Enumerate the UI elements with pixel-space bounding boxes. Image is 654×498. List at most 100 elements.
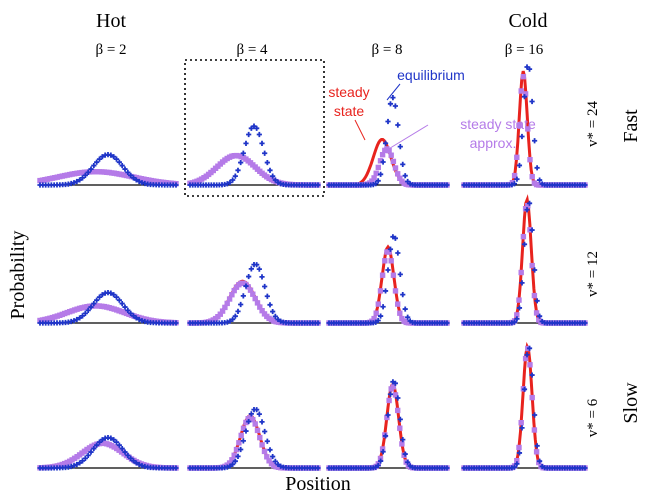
equilibrium-point	[385, 118, 391, 125]
equilibrium-point	[230, 461, 236, 467]
approx-point	[529, 262, 535, 269]
equilibrium-point	[529, 227, 535, 233]
approx-point	[226, 296, 233, 302]
equilibrium-point	[240, 438, 246, 444]
velocity-label-row1: v* = 12	[585, 251, 601, 297]
equilibrium-point	[232, 458, 238, 464]
equilibrium-point	[259, 419, 265, 425]
equilibrium-point	[397, 416, 403, 422]
equilibrium-point	[108, 152, 114, 158]
approx-label-line2: approx.	[470, 135, 517, 151]
approx-point	[395, 301, 401, 307]
equilibrium-point	[405, 459, 411, 465]
approx-point	[229, 457, 235, 463]
equilibrium-point	[444, 465, 450, 471]
equilibrium-point	[521, 386, 528, 392]
equilibrium-label: equilibrium	[397, 67, 465, 83]
approx-point	[247, 287, 254, 293]
equilibrium-point	[82, 172, 88, 178]
equilibrium-point	[262, 428, 268, 435]
steady-state-line	[464, 194, 585, 325]
equilibrium-point	[390, 95, 396, 101]
equilibrium-point	[514, 176, 520, 182]
equilibrium-point	[125, 452, 131, 458]
equilibrium-point	[516, 305, 523, 311]
equilibrium-point	[88, 449, 94, 455]
approx-point	[226, 460, 233, 466]
approx-point	[514, 154, 520, 160]
approx-point	[520, 233, 527, 240]
equilibrium-point	[111, 437, 117, 443]
equilibrium-point	[259, 274, 265, 280]
equilibrium-point	[516, 162, 523, 169]
equilibrium-point	[136, 178, 142, 185]
equilibrium-point	[270, 453, 276, 460]
equilibrium-point	[516, 450, 523, 456]
approx-point	[518, 88, 524, 94]
equilibrium-pointer	[386, 83, 401, 101]
equilibrium-point	[272, 313, 278, 319]
approx-point	[533, 449, 540, 455]
equilibrium-point	[521, 241, 528, 247]
approx-point	[395, 171, 401, 177]
approx-point	[514, 458, 520, 464]
equilibrium-point	[387, 391, 394, 397]
equilibrium-point	[116, 442, 122, 448]
panel-r0-c2	[326, 95, 450, 188]
approx-point	[516, 297, 522, 303]
equilibrium-point	[128, 455, 134, 461]
approx-point	[392, 165, 399, 171]
approx-point	[390, 384, 397, 390]
approx-point	[525, 203, 531, 209]
panel-r1-c1	[187, 262, 321, 326]
equilibrium-point	[382, 140, 389, 146]
equilibrium-point	[275, 316, 281, 323]
equilibrium-point	[113, 439, 120, 445]
approx-point	[527, 362, 533, 368]
cold-label: Cold	[509, 10, 548, 32]
x-axis-title: Position	[285, 473, 351, 495]
equilibrium-point	[240, 150, 246, 156]
equilibrium-point	[375, 178, 381, 184]
equilibrium-point	[267, 447, 273, 453]
approx-point	[254, 427, 261, 434]
equilibrium-point	[133, 315, 139, 321]
approx-point	[254, 300, 261, 306]
approx-point	[382, 258, 388, 264]
equilibrium-point	[96, 439, 103, 445]
equilibrium-point	[85, 452, 91, 458]
equilibrium-point	[378, 171, 384, 177]
equilibrium-point	[85, 169, 91, 175]
equilibrium-point	[397, 271, 403, 277]
equilibrium-point	[243, 140, 249, 146]
equilibrium-point	[91, 300, 97, 307]
approx-point	[257, 304, 263, 310]
approx-point	[514, 312, 520, 318]
equilibrium-point	[99, 437, 105, 443]
panel-r0-c3	[461, 64, 588, 188]
equilibrium-point	[74, 461, 80, 468]
equilibrium-point	[136, 461, 142, 468]
equilibrium-point	[240, 293, 246, 299]
equilibrium-point	[537, 458, 543, 464]
equilibrium-point	[382, 288, 389, 294]
equilibrium-point	[380, 159, 386, 165]
velocity-label-row2: v* = 6	[585, 398, 601, 437]
approx-point	[231, 287, 237, 294]
equilibrium-point	[238, 159, 244, 166]
approx-point	[401, 452, 407, 458]
equilibrium-point	[111, 154, 117, 160]
equilibrium-point	[71, 180, 77, 186]
equilibrium-point	[534, 443, 540, 449]
equilibrium-point	[230, 316, 236, 322]
equilibrium-point	[238, 301, 244, 308]
equilibrium-point	[402, 173, 408, 179]
equilibrium-point	[128, 172, 134, 178]
equilibrium-point	[91, 162, 97, 169]
equilibrium-point	[400, 437, 406, 443]
steady-state-line	[190, 279, 318, 325]
approx-point	[522, 206, 529, 212]
equilibrium-point	[272, 177, 278, 183]
equilibrium-point	[444, 320, 450, 326]
equilibrium-point	[136, 316, 142, 323]
